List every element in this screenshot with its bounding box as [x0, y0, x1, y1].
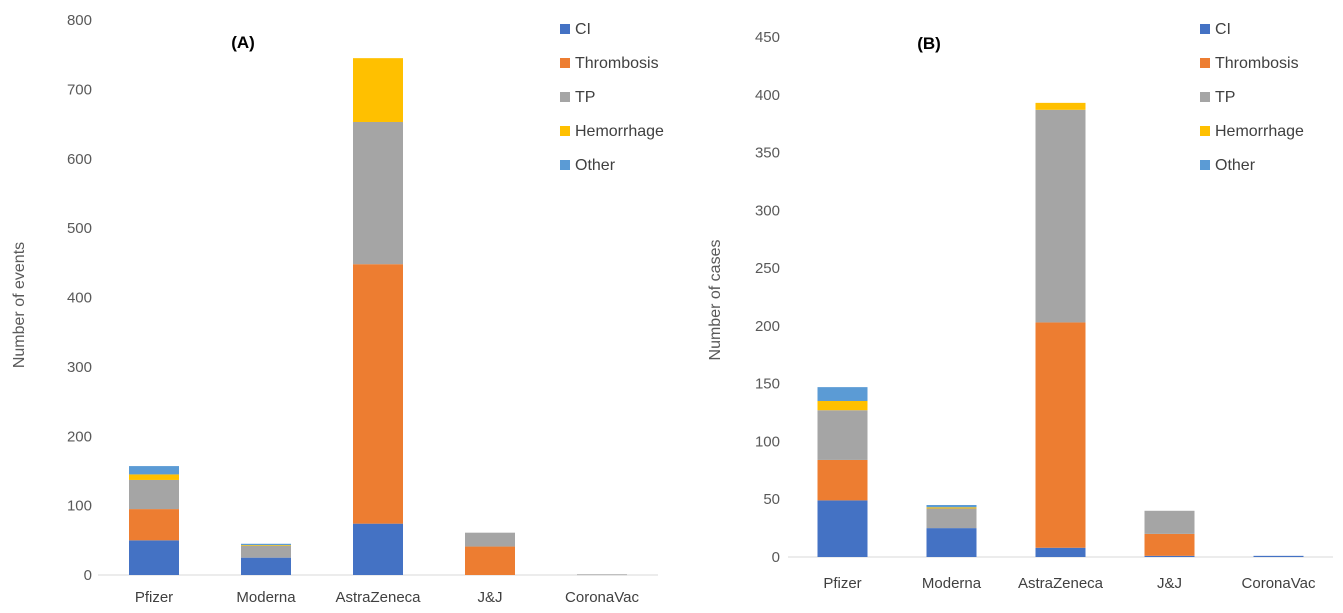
panel-b-legend-swatch-other	[1200, 160, 1210, 170]
panel-b-y-tick-label: 200	[755, 318, 780, 335]
panel-a-y-tick-label: 200	[67, 428, 92, 445]
panel-a-bar-coronavac-tp	[577, 574, 627, 576]
panel-b-legend-swatch-thrombosis	[1200, 58, 1210, 68]
panel-a-bar-j-j-tp	[465, 532, 515, 547]
panel-b-bar-moderna-ci	[926, 528, 977, 557]
panel-b-bar-j-j-ci	[1144, 555, 1195, 557]
panel-a-y-tick-label: 600	[67, 151, 92, 168]
panel-a-bar-pfizer-thrombosis	[129, 509, 179, 541]
panel-b-category-label: J&J	[1157, 575, 1182, 592]
panel-a-category-label: J&J	[477, 589, 502, 606]
panel-a-title: (A)	[231, 33, 255, 52]
panel-b-category-label: AstraZeneca	[1018, 575, 1104, 592]
panel-b-legend-label-hemorrhage: Hemorrhage	[1215, 123, 1304, 140]
panel-a-bar-pfizer-other	[129, 466, 179, 475]
panel-b-y-tick-label: 300	[755, 202, 780, 219]
panel-a-y-tick-label: 0	[84, 567, 92, 584]
panel-a-category-label: CoronaVac	[565, 589, 639, 606]
panel-a-bar-astrazeneca-tp	[353, 121, 403, 265]
panel-a-bar-pfizer-tp	[129, 479, 179, 510]
panel-b-y-tick-label: 250	[755, 260, 780, 277]
panel-b-y-tick-label: 50	[763, 491, 780, 508]
panel-a-bar-astrazeneca-thrombosis	[353, 264, 403, 524]
panel-a-legend-label-other: Other	[575, 157, 616, 174]
panel-b-bar-j-j-thrombosis	[1144, 533, 1195, 556]
panel-b-legend-label-other: Other	[1215, 157, 1256, 174]
panel-a-legend-swatch-other	[560, 160, 570, 170]
panel-a-y-tick-label: 800	[67, 12, 92, 29]
panel-a-bar-moderna-hemorrhage	[241, 545, 291, 546]
panel-a-legend-swatch-ci	[560, 24, 570, 34]
panel-a-category-label: Moderna	[236, 589, 296, 606]
panel-b-category-label: Moderna	[922, 575, 982, 592]
panel-a-y-tick-label: 300	[67, 359, 92, 376]
panel-a-category-label: AstraZeneca	[335, 589, 421, 606]
panel-a-bar-moderna-other	[241, 543, 291, 546]
panel-b-y-tick-label: 0	[772, 549, 780, 566]
panel-b-bar-pfizer-thrombosis	[817, 459, 868, 501]
panel-b-bar-astrazeneca-thrombosis	[1035, 322, 1086, 548]
panel-b-bar-pfizer-hemorrhage	[817, 401, 868, 411]
panel-b-bar-coronavac-ci	[1253, 555, 1304, 557]
panel-a-y-tick-label: 700	[67, 81, 92, 98]
panel-a-bar-astrazeneca-hemorrhage	[353, 58, 403, 122]
panel-a-legend-label-hemorrhage: Hemorrhage	[575, 123, 664, 140]
panel-a-legend-label-ci: CI	[575, 21, 591, 38]
panel-b-bar-pfizer-ci	[817, 500, 868, 557]
panel-b-legend-swatch-ci	[1200, 24, 1210, 34]
panel-b-legend-swatch-hemorrhage	[1200, 126, 1210, 136]
panel-b-y-tick-label: 150	[755, 376, 780, 393]
panel-a-legend-swatch-thrombosis	[560, 58, 570, 68]
panel-b-bar-astrazeneca-ci	[1035, 547, 1086, 557]
panel-a-y-tick-label: 400	[67, 290, 92, 307]
panel-a-y-tick-label: 100	[67, 498, 92, 515]
panel-a-y-axis-label: Number of events	[11, 242, 28, 368]
panel-a-legend-swatch-hemorrhage	[560, 126, 570, 136]
panel-a-category-label: Pfizer	[135, 589, 173, 606]
panel-b-bar-moderna-hemorrhage	[926, 507, 977, 509]
panel-b-legend-label-ci: CI	[1215, 21, 1231, 38]
panel-a-bar-moderna-tp	[241, 545, 291, 558]
panel-b-bar-moderna-other	[926, 505, 977, 508]
panel-a-bar-j-j-thrombosis	[465, 546, 515, 575]
panel-b-y-tick-label: 350	[755, 145, 780, 162]
panel-b-bar-pfizer-other	[817, 387, 868, 401]
panel-a-legend-label-tp: TP	[575, 89, 595, 106]
panel-b-bar-j-j-tp	[1144, 510, 1195, 534]
panel-a-bar-moderna-ci	[241, 557, 291, 575]
panel-b-bar-astrazeneca-hemorrhage	[1035, 102, 1086, 110]
panel-a-legend-swatch-tp	[560, 92, 570, 102]
panel-a-bar-pfizer-ci	[129, 540, 179, 575]
panel-b-y-tick-label: 400	[755, 87, 780, 104]
panel-b-y-tick-label: 450	[755, 29, 780, 46]
panel-b-y-axis-label: Number of cases	[707, 240, 724, 361]
panel-b-bar-pfizer-tp	[817, 410, 868, 460]
panel-b-category-label: Pfizer	[823, 575, 861, 592]
panel-b-category-label: CoronaVac	[1242, 575, 1316, 592]
panel-b-legend-label-thrombosis: Thrombosis	[1215, 55, 1299, 72]
panel-b-legend-swatch-tp	[1200, 92, 1210, 102]
panel-b-title: (B)	[917, 34, 941, 53]
panel-b-y-tick-label: 100	[755, 433, 780, 450]
panel-b-bar-astrazeneca-tp	[1035, 109, 1086, 323]
panel-a-bar-astrazeneca-ci	[353, 523, 403, 575]
panel-a-y-tick-label: 500	[67, 220, 92, 237]
panel-a-legend-label-thrombosis: Thrombosis	[575, 55, 659, 72]
panel-a-bar-pfizer-hemorrhage	[129, 474, 179, 480]
panel-b-legend-label-tp: TP	[1215, 89, 1235, 106]
panel-b-bar-moderna-tp	[926, 508, 977, 529]
